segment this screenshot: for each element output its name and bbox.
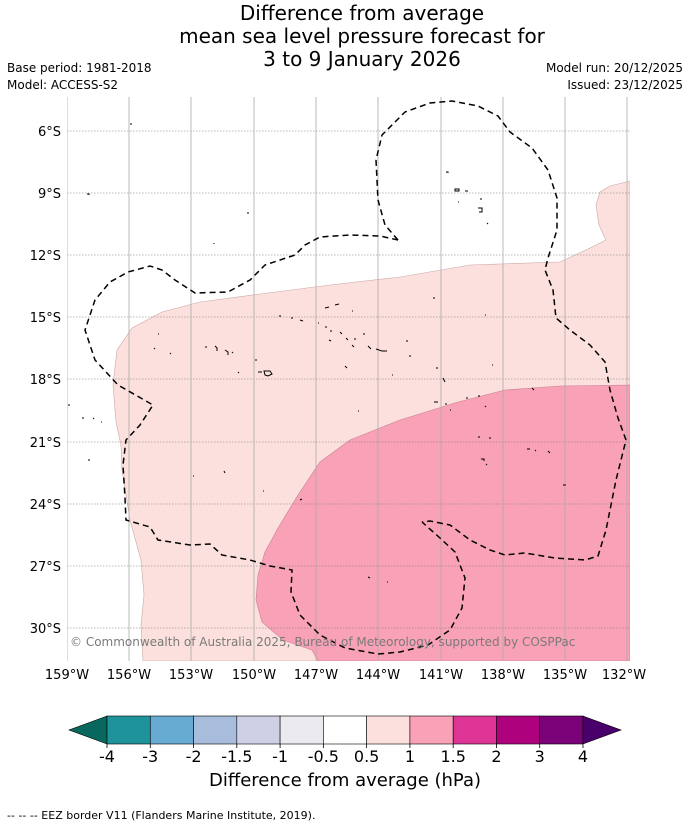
- lat-label: 12°S: [30, 249, 61, 264]
- eez-borders: [84, 100, 627, 655]
- colorbar-extend-high: [582, 715, 622, 745]
- base-period: Base period: 1981-2018: [7, 61, 152, 75]
- lon-label: 144°W: [356, 668, 400, 683]
- lat-label: 30°S: [30, 622, 61, 637]
- lon-label: 159°W: [45, 668, 89, 683]
- colorbar-extend-low: [68, 715, 108, 745]
- lon-label: 153°W: [169, 668, 213, 683]
- lat-label: 21°S: [30, 436, 61, 451]
- meridian-lines: [67, 97, 628, 661]
- meta-left: Base period: 1981-2018 Model: ACCESS-S2: [7, 60, 152, 94]
- islands: [68, 123, 566, 583]
- colorbar-segment: [452, 715, 497, 745]
- colorbar-segment: [193, 715, 238, 745]
- colorbar-tick-label: -2: [186, 747, 202, 766]
- colorbar-tick-label: 1: [405, 747, 415, 766]
- colorbar-segment: [539, 715, 584, 745]
- colorbar-segment: [106, 715, 151, 745]
- colorbar-tick-label: -1.5: [221, 747, 252, 766]
- copyright-text: © Commonwealth of Australia 2025, Bureau…: [70, 635, 575, 649]
- lon-label: 135°W: [543, 668, 587, 683]
- grid-lines: [67, 130, 630, 629]
- colorbar-tick-label: 3: [535, 747, 545, 766]
- colorbar-tick-label: -4: [99, 747, 115, 766]
- lat-label: 27°S: [30, 560, 61, 575]
- colorbar-tick-label: 2: [491, 747, 501, 766]
- longitude-labels: 159°W 156°W 153°W 150°W 147°W 144°W 141°…: [45, 668, 646, 683]
- lon-label: 138°W: [481, 668, 525, 683]
- lat-label: 24°S: [30, 498, 61, 513]
- colorbar-tick-label: 4: [578, 747, 588, 766]
- colorbar-segment: [409, 715, 454, 745]
- colorbar-segment: [323, 715, 367, 745]
- lon-label: 156°W: [107, 668, 151, 683]
- colorbar: -4 -3 -2 -1.5 -1 -0.5 0.5 1 1.5 2 3 4: [68, 715, 622, 766]
- lon-label: 141°W: [419, 668, 463, 683]
- colorbar-tick-label: 1.5: [440, 747, 465, 766]
- colorbar-tick-label: -3: [142, 747, 158, 766]
- colorbar-segment: [149, 715, 194, 745]
- model-run: Model run: 20/12/2025: [545, 61, 683, 75]
- lat-label: 9°S: [38, 187, 61, 202]
- lon-label: 132°W: [602, 668, 646, 683]
- colorbar-segment: [279, 715, 324, 745]
- meta-right: Model run: 20/12/2025 Issued: 23/12/2025: [546, 60, 683, 94]
- colorbar-segment: [236, 715, 281, 745]
- issued-date: Issued: 23/12/2025: [567, 78, 683, 92]
- title-line-2: mean sea level pressure forecast for: [179, 24, 545, 48]
- colorbar-title: Difference from average (hPa): [208, 770, 482, 791]
- lat-label: 18°S: [30, 373, 61, 388]
- map-area: © Commonwealth of Australia 2025, Bureau…: [67, 97, 630, 661]
- lon-label: 150°W: [232, 668, 276, 683]
- colorbar-segment: [496, 715, 541, 745]
- colorbar-tick-label: 0.5: [354, 747, 379, 766]
- title-line-3: 3 to 9 January 2026: [263, 47, 461, 71]
- map-title: Difference from average mean sea level p…: [0, 2, 690, 71]
- colorbar-tick-label: -0.5: [308, 747, 339, 766]
- lat-label: 15°S: [30, 311, 61, 326]
- eez-legend-note: -- -- -- EEZ border V11 (Flanders Marine…: [7, 809, 316, 822]
- colorbar-segment: [366, 715, 411, 745]
- model-name: Model: ACCESS-S2: [7, 78, 119, 92]
- title-line-1: Difference from average: [239, 1, 485, 25]
- latitude-labels: 6°S 9°S 12°S 15°S 18°S 21°S 24°S 27°S 30…: [30, 125, 61, 637]
- colorbar-tick-label: -1: [272, 747, 288, 766]
- lon-label: 147°W: [294, 668, 338, 683]
- lat-label: 6°S: [38, 125, 61, 140]
